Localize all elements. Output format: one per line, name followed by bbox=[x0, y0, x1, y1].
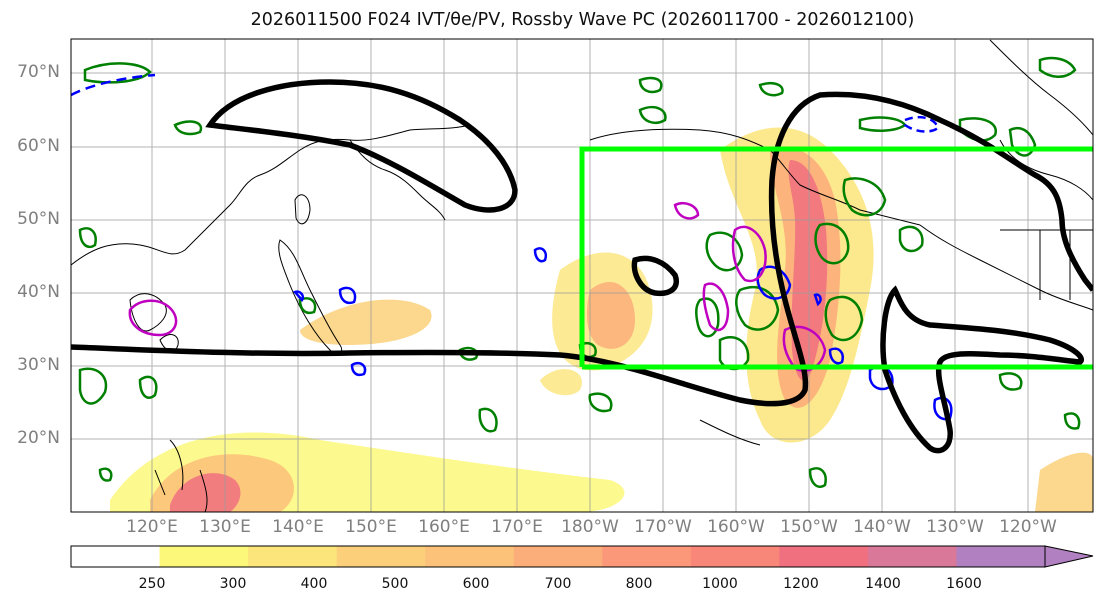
lon-label-180w: 180°W bbox=[561, 517, 619, 537]
lon-label-120e: 120°E bbox=[126, 517, 178, 537]
lat-label-60n: 60°N bbox=[17, 136, 60, 156]
colorbar-segment bbox=[956, 546, 1046, 567]
lon-label-170w: 170°W bbox=[634, 517, 692, 537]
lon-label-150e: 150°E bbox=[345, 517, 397, 537]
lat-label-50n: 50°N bbox=[17, 209, 60, 229]
rossby-wave-box bbox=[579, 146, 1093, 370]
colorbar-segments bbox=[71, 546, 1046, 567]
colorbar-segment bbox=[336, 546, 426, 567]
lon-label-140w: 140°W bbox=[853, 517, 911, 537]
colorbar-extend-arrow bbox=[1044, 545, 1094, 568]
colorbar-tick-1000: 1000 bbox=[702, 576, 738, 592]
colorbar-frame bbox=[70, 545, 1046, 568]
lon-label-160e: 160°E bbox=[418, 517, 470, 537]
lon-label-170e: 170°E bbox=[491, 517, 543, 537]
colorbar-tick-1200: 1200 bbox=[783, 576, 819, 592]
colorbar-tick-300: 300 bbox=[219, 576, 247, 592]
colorbar-segment bbox=[71, 546, 161, 567]
theta-e-contours bbox=[71, 79, 1093, 454]
colorbar-segment bbox=[602, 546, 692, 567]
lon-label-130w: 130°W bbox=[926, 517, 984, 537]
map-title: 2026011500 F024 IVT/θe/PV, Rossby Wave P… bbox=[250, 10, 915, 30]
colorbar-tick-1600: 1600 bbox=[946, 576, 982, 592]
lon-label-130e: 130°E bbox=[199, 517, 251, 537]
ivt-shading bbox=[110, 127, 1093, 512]
lon-label-150w: 150°W bbox=[780, 517, 838, 537]
anomaly-contours bbox=[128, 201, 827, 372]
colorbar-segment bbox=[690, 546, 780, 567]
lon-label-120w: 120°W bbox=[999, 517, 1057, 537]
colorbar-segment bbox=[425, 546, 515, 567]
colorbar-tick-1400: 1400 bbox=[865, 576, 901, 592]
colorbar-segment bbox=[779, 546, 869, 567]
lat-label-70n: 70°N bbox=[17, 62, 60, 82]
map-layers bbox=[71, 39, 1093, 512]
colorbar-tick-600: 600 bbox=[462, 576, 490, 592]
lat-label-30n: 30°N bbox=[17, 355, 60, 375]
map-frame bbox=[70, 38, 1094, 513]
lon-label-160w: 160°W bbox=[707, 517, 765, 537]
colorbar bbox=[70, 545, 1094, 568]
colorbar-tick-700: 700 bbox=[544, 576, 572, 592]
lat-label-40n: 40°N bbox=[17, 282, 60, 302]
colorbar-segment bbox=[248, 546, 338, 567]
pv-contours bbox=[78, 56, 1081, 488]
colorbar-tick-250: 250 bbox=[138, 576, 166, 592]
colorbar-segment bbox=[159, 546, 249, 567]
colorbar-segment bbox=[513, 546, 603, 567]
colorbar-tick-800: 800 bbox=[625, 576, 653, 592]
colorbar-segment bbox=[867, 546, 957, 567]
lat-label-20n: 20°N bbox=[17, 428, 60, 448]
lon-label-140e: 140°E bbox=[272, 517, 324, 537]
colorbar-tick-400: 400 bbox=[300, 576, 328, 592]
colorbar-tick-500: 500 bbox=[381, 576, 409, 592]
